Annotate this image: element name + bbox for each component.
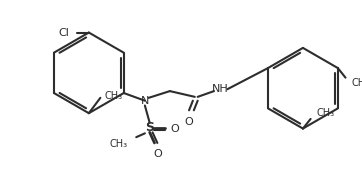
Text: CH₃: CH₃ [110,139,128,149]
Text: CH₃: CH₃ [351,78,362,88]
Text: O: O [170,124,179,134]
Text: CH₃: CH₃ [104,91,122,101]
Text: N: N [141,96,149,106]
Text: NH: NH [211,84,228,94]
Text: Cl: Cl [59,27,70,38]
Text: S: S [145,121,154,134]
Text: O: O [185,117,193,127]
Text: CH₃: CH₃ [316,108,334,118]
Text: O: O [153,148,162,159]
